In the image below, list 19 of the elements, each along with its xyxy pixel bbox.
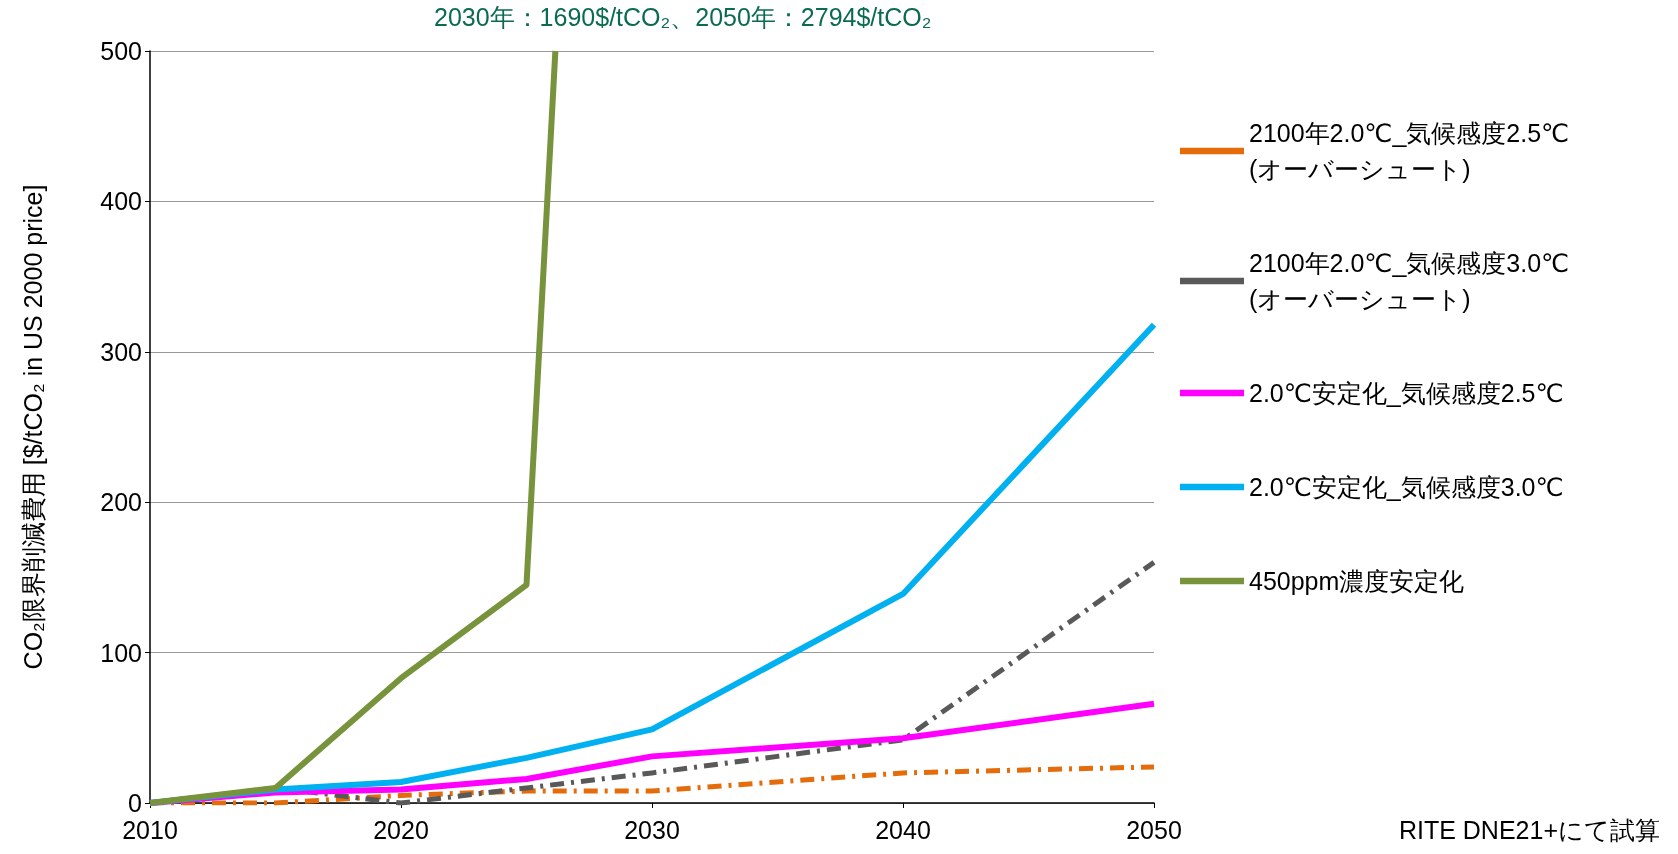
text: 2030年：1690$/tCO₂、2050年：2794$/tCO₂ <box>434 2 932 31</box>
y-tick-label: 400 <box>100 187 142 216</box>
y-tick-label: 100 <box>100 638 142 667</box>
legend-label: 450ppm濃度安定化 <box>1249 567 1465 595</box>
x-tick-label: 2010 <box>122 815 178 844</box>
text: RITE DNE21+にて試算 <box>1398 815 1661 844</box>
legend-label: 2100年2.0℃_気候感度2.5℃(オーバーシュート) <box>1249 119 1570 183</box>
x-tick-label: 2040 <box>875 815 931 844</box>
y-tick-label: 200 <box>100 488 142 517</box>
x-tick-label: 2020 <box>373 815 429 844</box>
y-tick-label: 0 <box>128 789 142 817</box>
y-axis-title: CO₂限界削減費用 [$/tCO₂ in US 2000 price] <box>18 184 47 670</box>
x-tick-label: 2050 <box>1126 815 1182 844</box>
legend-label: 2100年2.0℃_気候感度3.0℃(オーバーシュート) <box>1249 249 1570 313</box>
y-tick-label: 500 <box>100 37 142 65</box>
x-tick-label: 2030 <box>624 815 680 844</box>
legend-label: 2.0℃安定化_気候感度3.0℃ <box>1249 473 1564 501</box>
y-tick-label: 300 <box>100 337 142 366</box>
legend-label: 2.0℃安定化_気候感度2.5℃ <box>1249 379 1564 407</box>
